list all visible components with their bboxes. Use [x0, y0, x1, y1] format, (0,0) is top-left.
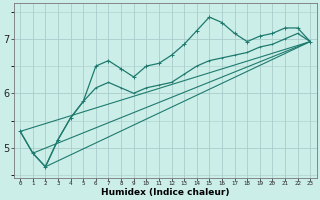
X-axis label: Humidex (Indice chaleur): Humidex (Indice chaleur): [101, 188, 229, 197]
